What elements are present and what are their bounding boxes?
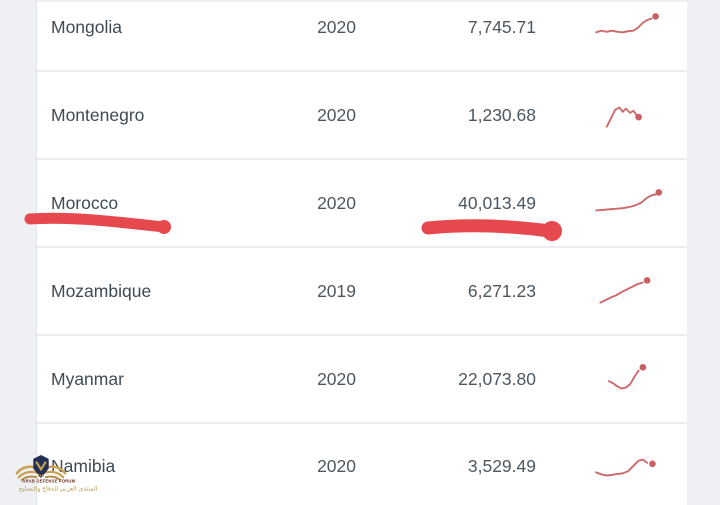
country-name: Mozambique (51, 280, 152, 301)
sparkline-chart (594, 451, 662, 483)
table-row[interactable]: Namibia 2020 3,529.49 (37, 422, 687, 505)
data-value: 1,230.68 (467, 104, 536, 125)
sparkline-chart (594, 363, 662, 395)
table-row[interactable]: Montenegro 2020 1,230.68 (37, 70, 687, 158)
country-name: Morocco (51, 192, 119, 213)
year-value: 2020 (317, 368, 356, 389)
country-name: Myanmar (51, 368, 124, 389)
data-value: 3,529.49 (467, 456, 536, 476)
sparkline-chart (594, 11, 662, 43)
country-data-table: Mongolia 2020 7,745.71 Montenegro 2020 1,230.… (36, 0, 687, 505)
table-row[interactable]: Myanmar 2020 22,073.80 (37, 334, 687, 422)
table-row[interactable]: Mongolia 2020 7,745.71 (37, 0, 687, 70)
year-value: 2020 (317, 16, 356, 37)
country-name: Namibia (51, 456, 116, 476)
year-value: 2020 (317, 456, 356, 476)
sparkline-chart (594, 99, 662, 131)
country-name: Mongolia (51, 16, 123, 37)
table-row[interactable]: Morocco 2020 40,013.49 (37, 158, 687, 246)
year-value: 2019 (317, 280, 356, 301)
year-value: 2020 (317, 104, 356, 125)
data-value: 7,745.71 (467, 16, 536, 37)
year-value: 2020 (317, 192, 356, 213)
country-name: Montenegro (51, 104, 145, 125)
data-value: 40,013.49 (458, 192, 536, 213)
data-value: 6,271.23 (467, 280, 536, 301)
sparkline-chart (594, 275, 662, 307)
sparkline-chart (594, 187, 663, 219)
data-value: 22,073.80 (458, 368, 536, 389)
table-top-divider (37, 0, 687, 2)
table-row[interactable]: Mozambique 2019 6,271.23 (37, 246, 687, 334)
